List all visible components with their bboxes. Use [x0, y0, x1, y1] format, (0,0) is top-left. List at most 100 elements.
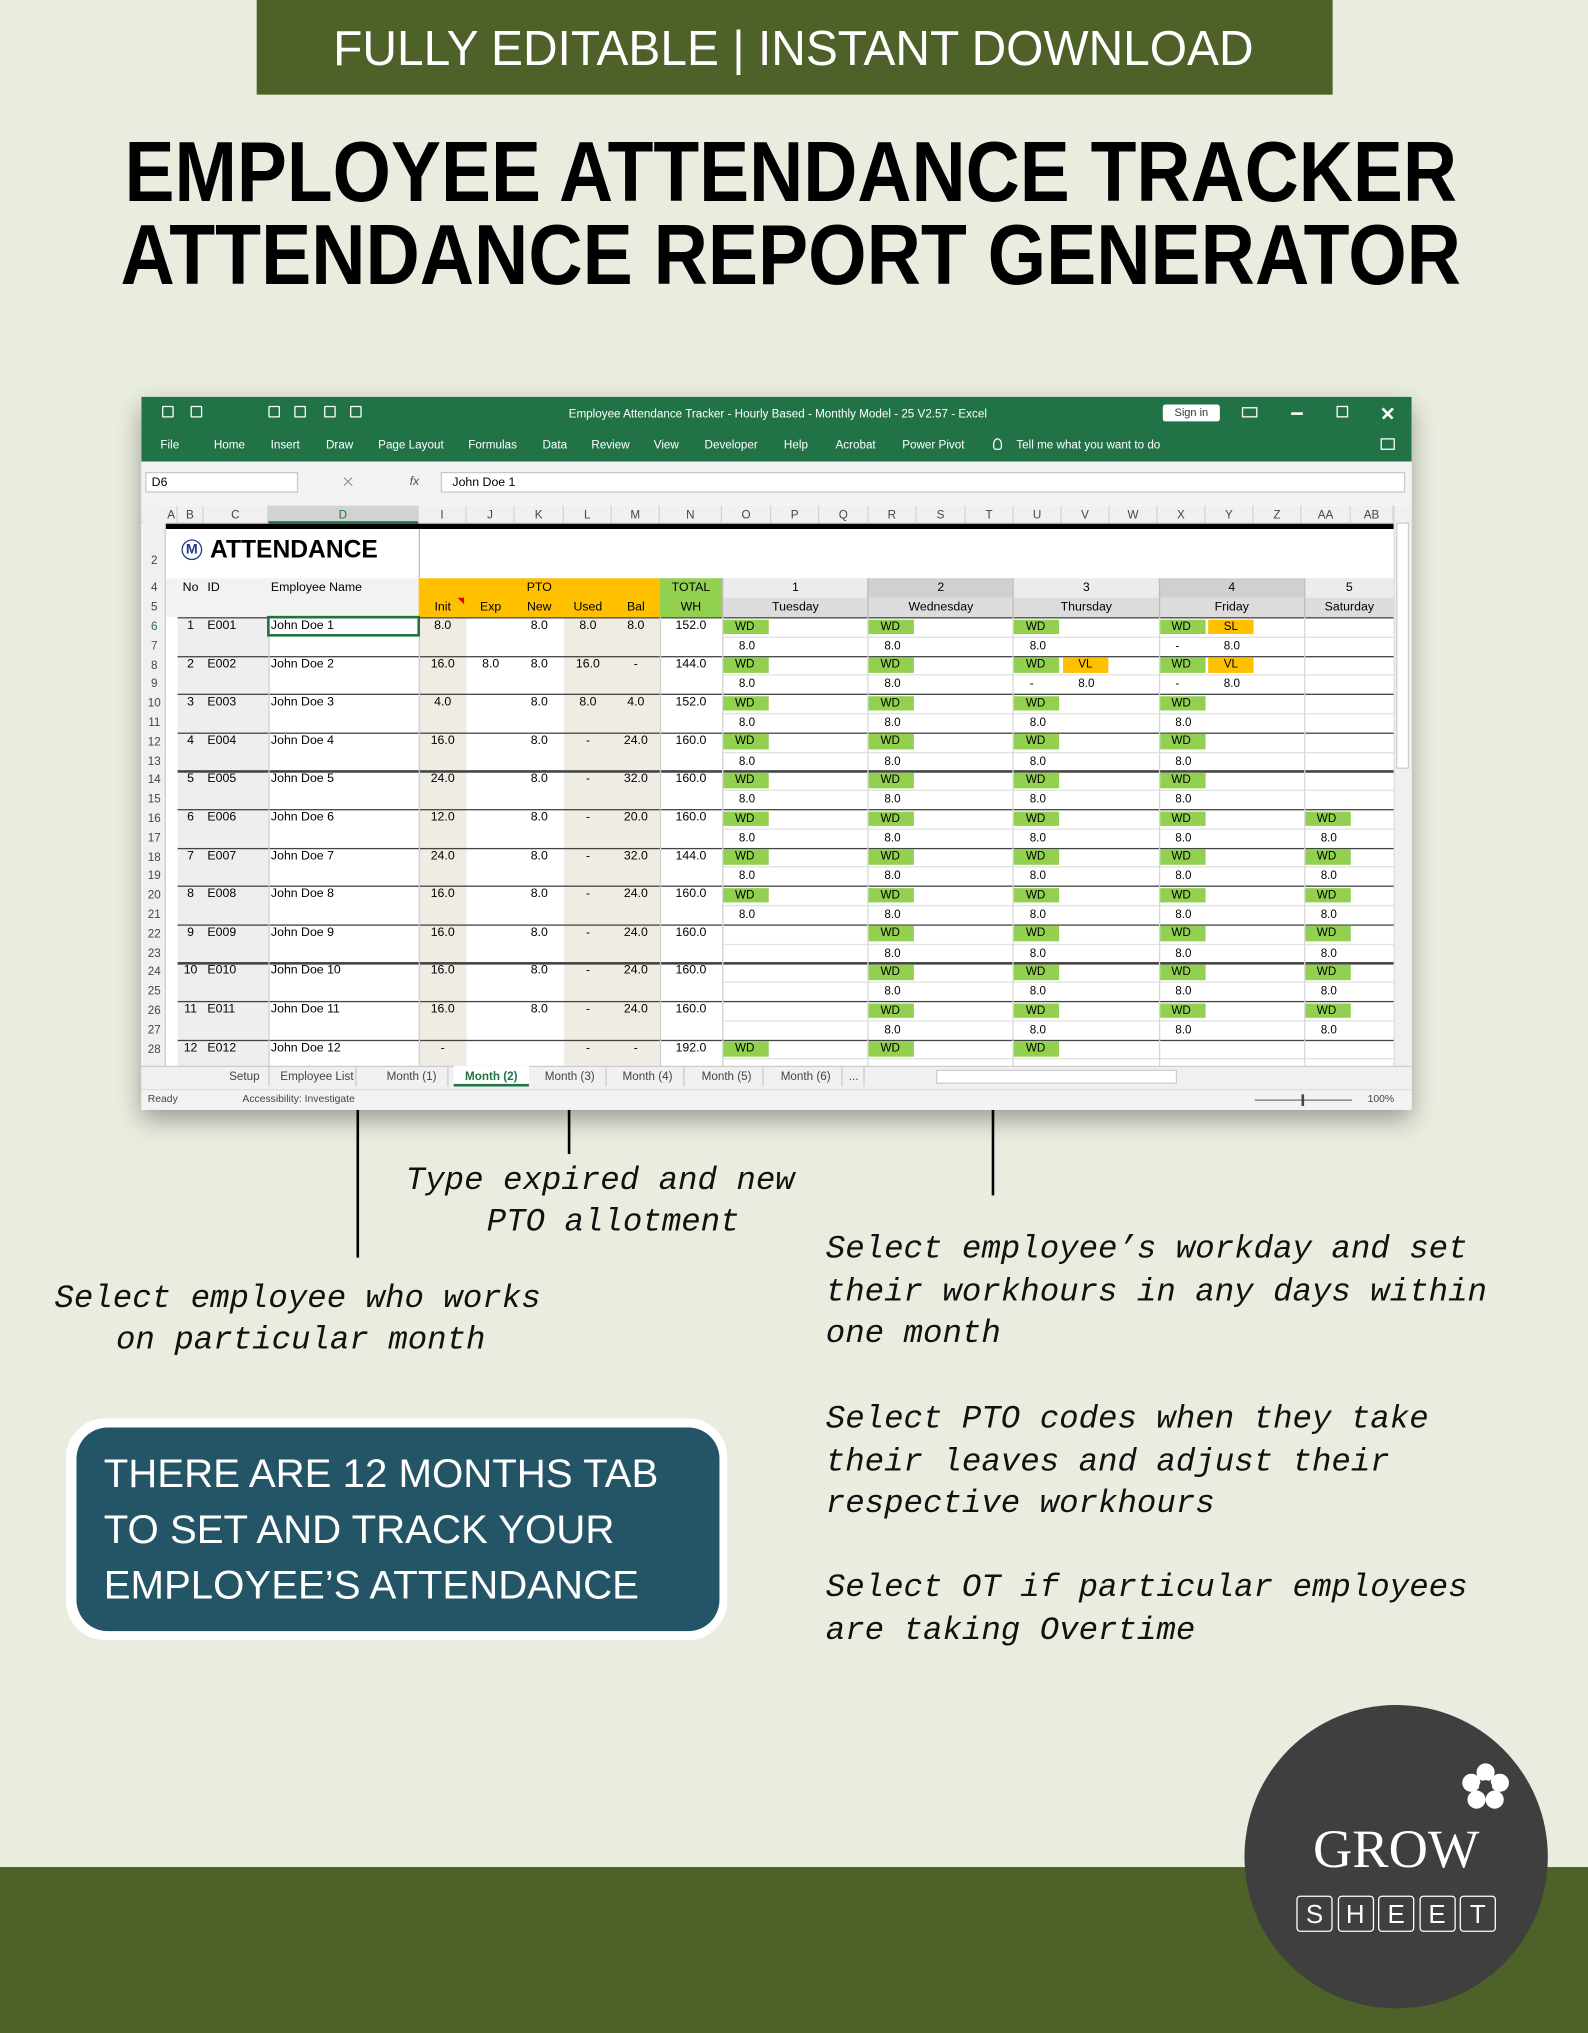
- box: [76, 1427, 720, 1632]
- weekday: Tuesday: [722, 597, 868, 618]
- column-header: X: [1158, 505, 1206, 524]
- sheet-tab-active[interactable]: Month (2): [453, 1065, 529, 1087]
- sheet-tab[interactable]: Month (6): [770, 1065, 843, 1087]
- col-rule: [268, 693, 270, 733]
- col-rule: [659, 809, 662, 848]
- header-cell: Employee Name: [270, 580, 362, 596]
- pto-value: 16.0: [430, 887, 455, 902]
- workday-code: WD: [723, 695, 769, 712]
- status-text: Accessibility: Investigate: [242, 1093, 355, 1105]
- row-rule-thin: [722, 751, 1394, 753]
- work-hours: 8.0: [738, 869, 756, 883]
- work-hours: 8.0: [1320, 984, 1337, 998]
- logo-letter: S: [1296, 1895, 1333, 1932]
- sheet-title: ATTENDANCE: [210, 536, 378, 565]
- row-band-tan: [563, 770, 660, 810]
- work-hours: 8.0: [1175, 715, 1192, 729]
- day-rule: [1012, 1000, 1015, 1040]
- sheet-logo-letter: M: [185, 541, 198, 558]
- work-hours: 8.0: [1029, 984, 1047, 998]
- column-header: L: [564, 505, 612, 524]
- row-rule: [177, 962, 1394, 965]
- workday-code: WD: [1159, 887, 1206, 904]
- col-rule: [659, 732, 662, 771]
- leave-code: VL: [1062, 657, 1109, 673]
- col-rule: [418, 962, 421, 1001]
- row-band-grey: [177, 1000, 269, 1040]
- employee-name: John Doe 8: [270, 887, 334, 902]
- pto-value: 24.0: [430, 771, 455, 787]
- work-hours: 8.0: [1320, 1022, 1337, 1036]
- pto-value: 24.0: [623, 925, 648, 940]
- callout-text: Select OT if particular employees: [825, 1568, 1468, 1607]
- work-hours: 8.0: [884, 907, 901, 921]
- row-band-grey: [177, 847, 269, 886]
- pto-value: 160.0: [675, 887, 707, 902]
- pto-value: 24.0: [623, 733, 648, 748]
- sheet-tab[interactable]: Month (4): [612, 1065, 685, 1087]
- work-hours: 8.0: [1320, 945, 1337, 959]
- pto-value: 16.0: [430, 656, 455, 672]
- day-rule: [1158, 885, 1160, 925]
- column-header: AB: [1351, 505, 1394, 524]
- workday-code: WD: [868, 926, 915, 942]
- window-button: [1291, 412, 1303, 415]
- row-rule: [177, 924, 1394, 926]
- pto-value: 144.0: [675, 656, 707, 672]
- work-hours: -: [1029, 677, 1034, 691]
- title-line: EMPLOYEE ATTENDANCE TRACKER: [124, 125, 1457, 220]
- pto-value: 160.0: [675, 771, 707, 787]
- pto-value: -: [585, 925, 590, 940]
- work-hours: 8.0: [738, 715, 756, 729]
- pto-value: 8.0: [579, 695, 597, 710]
- day-rule: [1303, 1039, 1306, 1078]
- col-rule: [659, 847, 662, 886]
- workday-code: WD: [723, 810, 769, 827]
- row-band-tan: [418, 617, 467, 656]
- sheet-tab[interactable]: Employee List: [279, 1065, 357, 1087]
- pto-value: -: [633, 656, 638, 672]
- menu-item: Page Layout: [378, 438, 444, 452]
- row-header: 26: [147, 1003, 161, 1017]
- row-rule-thin: [722, 636, 1394, 638]
- work-hours: 8.0: [1175, 984, 1192, 998]
- sheet-tab[interactable]: Setup: [220, 1065, 270, 1087]
- sheet-tab[interactable]: Month (5): [691, 1065, 764, 1087]
- pto-value: 8.0: [530, 848, 548, 863]
- pto-value: 8.0: [530, 695, 548, 710]
- day-rule: [1303, 809, 1306, 848]
- pto-value: 8.0: [579, 618, 597, 633]
- pto-value: 192.0: [675, 1040, 707, 1055]
- pto-value: 32.0: [623, 771, 648, 787]
- day-rule: [722, 885, 724, 925]
- name-box: D6: [145, 471, 299, 493]
- logo-letter: H: [1337, 1895, 1374, 1932]
- work-hours: 8.0: [1029, 1022, 1047, 1036]
- workday-code: WD: [868, 849, 915, 865]
- col-rule: [659, 693, 662, 733]
- work-hours: 8.0: [1029, 792, 1047, 806]
- window-button: [1336, 405, 1349, 418]
- row-band-grey: [177, 809, 269, 848]
- sheet-tab[interactable]: Month (3): [534, 1065, 607, 1087]
- pto-value: 24.0: [623, 887, 648, 902]
- employee-no: 9: [187, 925, 194, 940]
- pto-value: 160.0: [675, 925, 707, 940]
- row-header-bar: [142, 523, 166, 1066]
- employee-no: 1: [187, 618, 194, 633]
- workday-code: WD: [723, 849, 769, 865]
- work-hours: 8.0: [1029, 907, 1047, 921]
- work-hours: 8.0: [1029, 754, 1047, 768]
- banner-text: FULLY EDITABLE | INSTANT DOWNLOAD: [333, 21, 1253, 76]
- workday-code: WD: [723, 619, 769, 635]
- tell-me: Tell me what you want to do: [1016, 438, 1161, 452]
- pto-value: 8.0: [482, 656, 500, 672]
- pto-value: 16.0: [575, 656, 600, 672]
- sheet-tab[interactable]: ...: [844, 1065, 865, 1087]
- logo-name: GROW: [1312, 1820, 1480, 1881]
- sheet-tab[interactable]: Month (1): [376, 1065, 449, 1087]
- row-band-tan: [418, 693, 467, 733]
- workday-code: WD: [1159, 657, 1206, 673]
- column-header: D: [268, 505, 419, 524]
- day-rule: [867, 732, 869, 771]
